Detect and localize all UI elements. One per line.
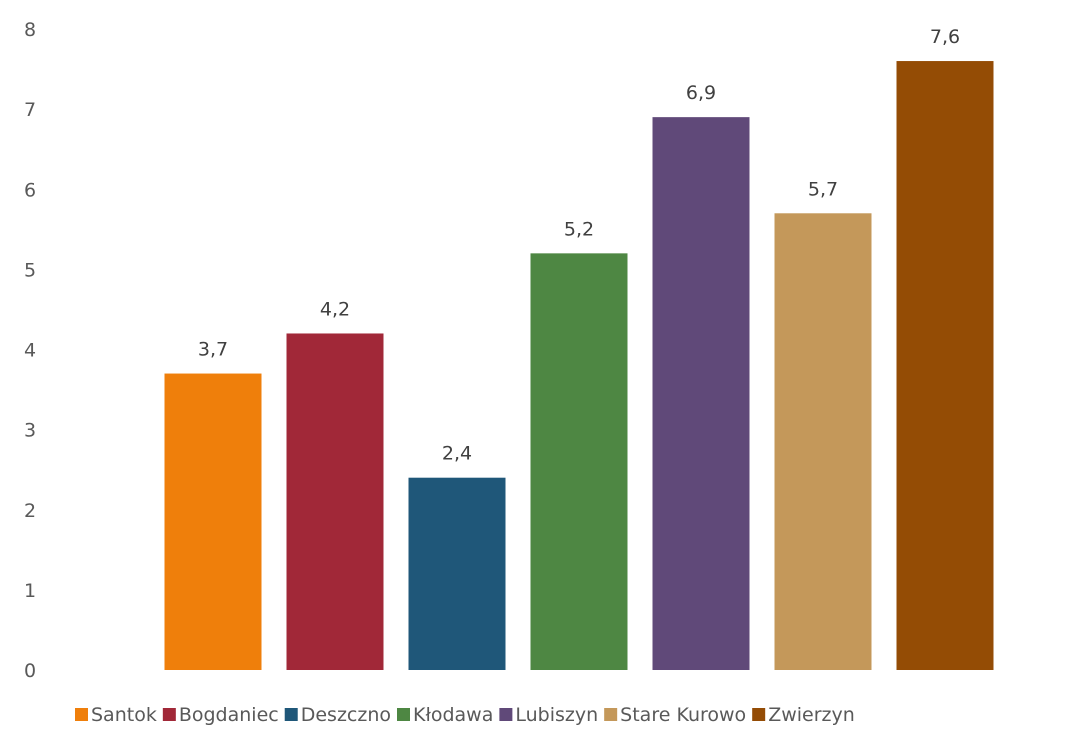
data-label: 4,2 [320,298,350,320]
bar-stare-kurowo [774,213,872,670]
y-tick-label: 6 [24,179,36,201]
legend-item: Kłodawa [397,704,493,726]
legend-item: Santok [75,704,157,726]
legend: Santok Bogdaniec Deszczno Kłodawa Lubiszyn St… [75,704,855,726]
legend-swatch [499,708,513,721]
y-tick-label: 1 [24,580,36,602]
legend-swatch [752,708,766,721]
legend-swatch [604,708,618,721]
y-axis: 0 1 2 3 4 5 6 7 8 [24,19,36,682]
data-label: 5,2 [564,218,594,240]
bar-santok [164,373,262,670]
data-label: 6,9 [686,82,716,104]
legend-item: Zwierzyn [752,704,855,726]
data-labels: 3,7 4,2 2,4 5,2 6,9 5,7 7,6 [198,26,960,465]
legend-label: Lubiszyn [515,704,598,726]
bars [164,61,994,671]
legend-item: Lubiszyn [499,704,598,726]
data-label: 3,7 [198,339,228,361]
legend-swatch [397,708,410,721]
y-tick-label: 5 [24,259,36,281]
legend-item: Bogdaniec [162,704,279,726]
y-tick-label: 8 [24,19,36,41]
y-tick-label: 7 [24,99,36,121]
bar-lubiszyn [652,117,750,670]
legend-label: Stare Kurowo [620,704,746,726]
legend-swatch [75,708,88,721]
legend-label: Santok [91,704,157,726]
y-tick-label: 3 [24,420,36,442]
data-label: 7,6 [930,26,960,48]
legend-label: Zwierzyn [768,704,855,726]
y-tick-label: 0 [24,660,36,682]
legend-swatch [284,708,298,721]
legend-label: Kłodawa [413,704,493,726]
bar-kłodawa [530,253,628,670]
legend-swatch [162,708,176,721]
legend-item: Stare Kurowo [604,704,746,726]
legend-label: Deszczno [301,704,391,726]
y-tick-label: 2 [24,500,36,522]
bar-zwierzyn [896,61,994,671]
data-label: 2,4 [442,443,472,465]
bar-bogdaniec [286,333,384,670]
data-label: 5,7 [808,178,838,200]
legend-item: Deszczno [284,704,391,726]
bar-deszczno [408,477,506,670]
legend-label: Bogdaniec [179,704,279,726]
y-tick-label: 4 [24,340,36,362]
